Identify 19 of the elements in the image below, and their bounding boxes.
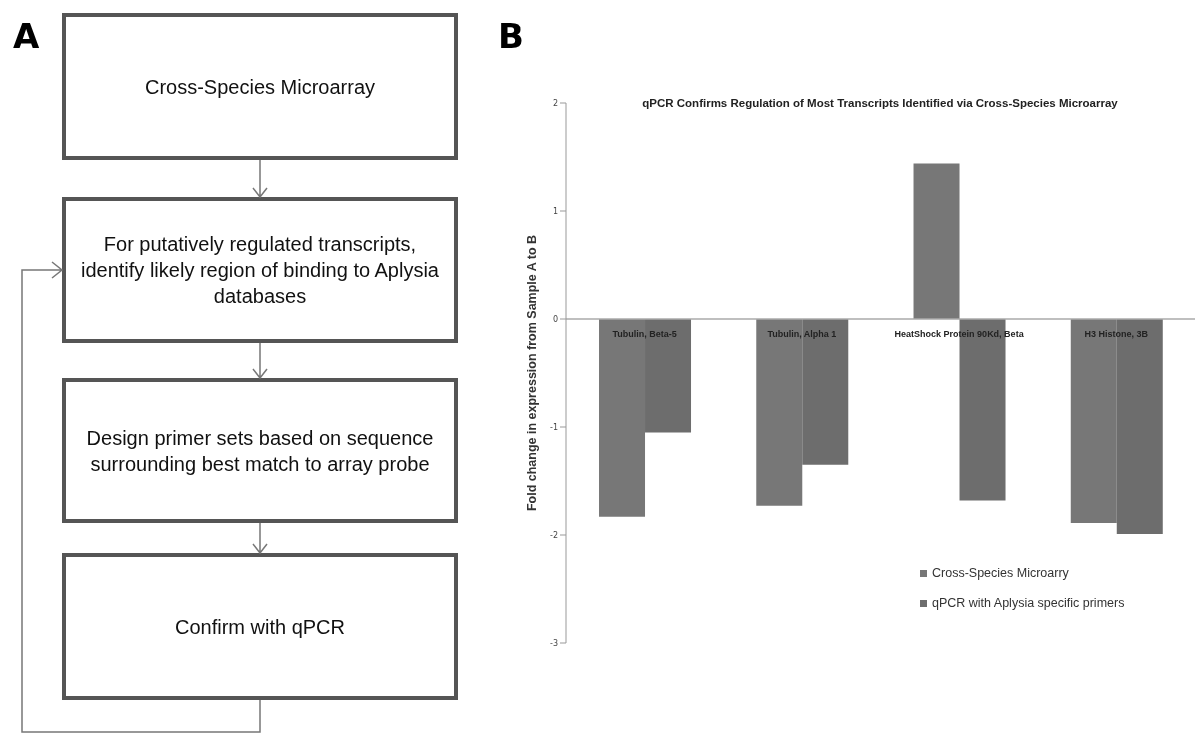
chart-title: qPCR Confirms Regulation of Most Transcripts Identified via Cross-Species Microarray	[642, 97, 1119, 109]
x-tick-label: Tubulin, Alpha 1	[767, 329, 837, 340]
text: For putatively regulated transcripts, identify likely region of binding to Aplysia databases	[62, 197, 458, 343]
y-tick-label: 0	[552, 314, 558, 324]
text: Cross-Species Microarray	[62, 13, 458, 160]
y-tick-label: -1	[550, 422, 558, 432]
y-tick-label: 2	[552, 98, 558, 108]
text: B	[498, 16, 524, 56]
y-tick-label: -2	[550, 530, 558, 540]
y-tick-label: 1	[552, 206, 558, 216]
text: A	[13, 16, 40, 56]
legend-label: qPCR with Aplysia specific primers	[932, 596, 1125, 610]
y-axis-title: Fold change in expression from Sample A to B	[525, 234, 540, 512]
text: Design primer sets based on sequence surrounding best match to array probe	[62, 378, 458, 523]
legend-label: Cross-Species Microarry	[932, 566, 1069, 580]
x-tick-label: Tubulin, Beta-5	[612, 329, 677, 340]
text: Confirm with qPCR	[62, 553, 458, 700]
x-tick-label: H3 Histone, 3B	[1084, 329, 1149, 340]
y-tick-label: -3	[550, 638, 558, 648]
